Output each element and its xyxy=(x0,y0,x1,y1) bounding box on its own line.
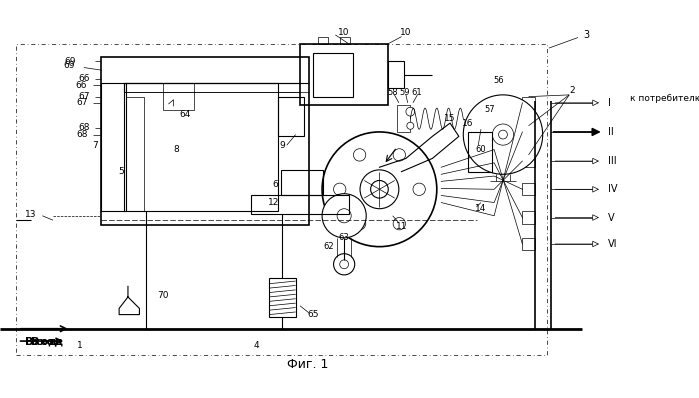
Bar xyxy=(468,132,492,172)
Circle shape xyxy=(413,183,425,195)
Text: 59: 59 xyxy=(399,88,410,97)
Text: 3: 3 xyxy=(584,30,590,40)
Bar xyxy=(522,155,535,167)
Text: 15: 15 xyxy=(445,114,456,123)
Bar xyxy=(317,37,329,44)
Circle shape xyxy=(406,107,415,116)
Text: 69: 69 xyxy=(65,57,76,66)
Text: 66: 66 xyxy=(78,74,89,84)
Bar xyxy=(397,105,410,132)
Text: 63: 63 xyxy=(339,233,350,242)
Text: 13: 13 xyxy=(25,209,36,219)
Bar xyxy=(101,57,309,224)
Bar xyxy=(278,97,305,137)
Text: 16: 16 xyxy=(462,119,473,128)
Circle shape xyxy=(354,149,366,161)
Circle shape xyxy=(333,254,354,275)
Text: 58: 58 xyxy=(387,88,398,97)
Bar xyxy=(340,37,350,44)
Circle shape xyxy=(337,209,351,223)
Bar xyxy=(522,126,535,138)
Bar xyxy=(124,84,278,211)
Text: 10: 10 xyxy=(338,28,350,37)
Text: 7: 7 xyxy=(92,140,98,150)
Text: 64: 64 xyxy=(180,110,191,119)
Circle shape xyxy=(393,149,405,161)
Bar xyxy=(127,97,144,211)
Bar xyxy=(101,84,127,211)
Bar xyxy=(16,44,547,355)
Text: 9: 9 xyxy=(280,140,285,150)
Text: 1: 1 xyxy=(77,341,82,350)
Text: I: I xyxy=(608,98,611,108)
Circle shape xyxy=(354,217,366,230)
Text: 61: 61 xyxy=(411,88,421,97)
Bar xyxy=(522,183,535,195)
Text: 66: 66 xyxy=(75,81,87,90)
Circle shape xyxy=(492,124,514,145)
Circle shape xyxy=(407,122,414,129)
Text: 4: 4 xyxy=(253,341,259,350)
Text: III: III xyxy=(608,156,617,166)
Bar xyxy=(300,44,388,105)
Text: 57: 57 xyxy=(484,105,495,114)
Text: 56: 56 xyxy=(493,76,504,85)
Text: 12: 12 xyxy=(268,198,279,207)
Text: Вход: Вход xyxy=(31,336,63,346)
Bar xyxy=(522,211,535,224)
Text: Вход: Вход xyxy=(24,336,57,346)
Bar xyxy=(522,97,535,109)
Bar xyxy=(269,277,296,317)
Circle shape xyxy=(370,180,388,198)
Text: к потребителю: к потребителю xyxy=(630,94,699,103)
Text: V: V xyxy=(608,213,614,222)
Bar xyxy=(313,53,353,97)
Circle shape xyxy=(333,183,346,195)
Circle shape xyxy=(463,95,542,174)
Bar xyxy=(388,61,404,88)
Circle shape xyxy=(322,132,437,247)
Text: 2: 2 xyxy=(569,86,575,95)
Text: 70: 70 xyxy=(157,291,169,300)
Text: 62: 62 xyxy=(323,242,333,251)
Text: 60: 60 xyxy=(475,145,487,154)
Text: 11: 11 xyxy=(396,222,408,231)
Text: 65: 65 xyxy=(308,310,319,319)
Bar xyxy=(164,84,194,110)
Text: 14: 14 xyxy=(475,204,487,213)
Text: 8: 8 xyxy=(173,145,180,154)
Text: 5: 5 xyxy=(118,167,124,176)
Circle shape xyxy=(322,194,366,238)
Text: 68: 68 xyxy=(76,130,88,139)
Text: 67: 67 xyxy=(76,98,88,107)
Bar xyxy=(252,195,349,214)
Text: VI: VI xyxy=(608,239,617,249)
Circle shape xyxy=(393,217,405,230)
Text: 67: 67 xyxy=(78,92,89,101)
Bar xyxy=(280,170,323,195)
Circle shape xyxy=(498,130,507,139)
Text: 6: 6 xyxy=(273,180,278,189)
Bar xyxy=(522,238,535,250)
Text: Фиг. 1: Фиг. 1 xyxy=(287,357,329,371)
Circle shape xyxy=(340,260,349,269)
Text: 10: 10 xyxy=(400,28,412,37)
Circle shape xyxy=(360,170,399,209)
Text: 68: 68 xyxy=(78,123,89,132)
Text: II: II xyxy=(608,127,614,137)
Text: 69: 69 xyxy=(63,61,75,70)
Text: IV: IV xyxy=(608,184,617,194)
